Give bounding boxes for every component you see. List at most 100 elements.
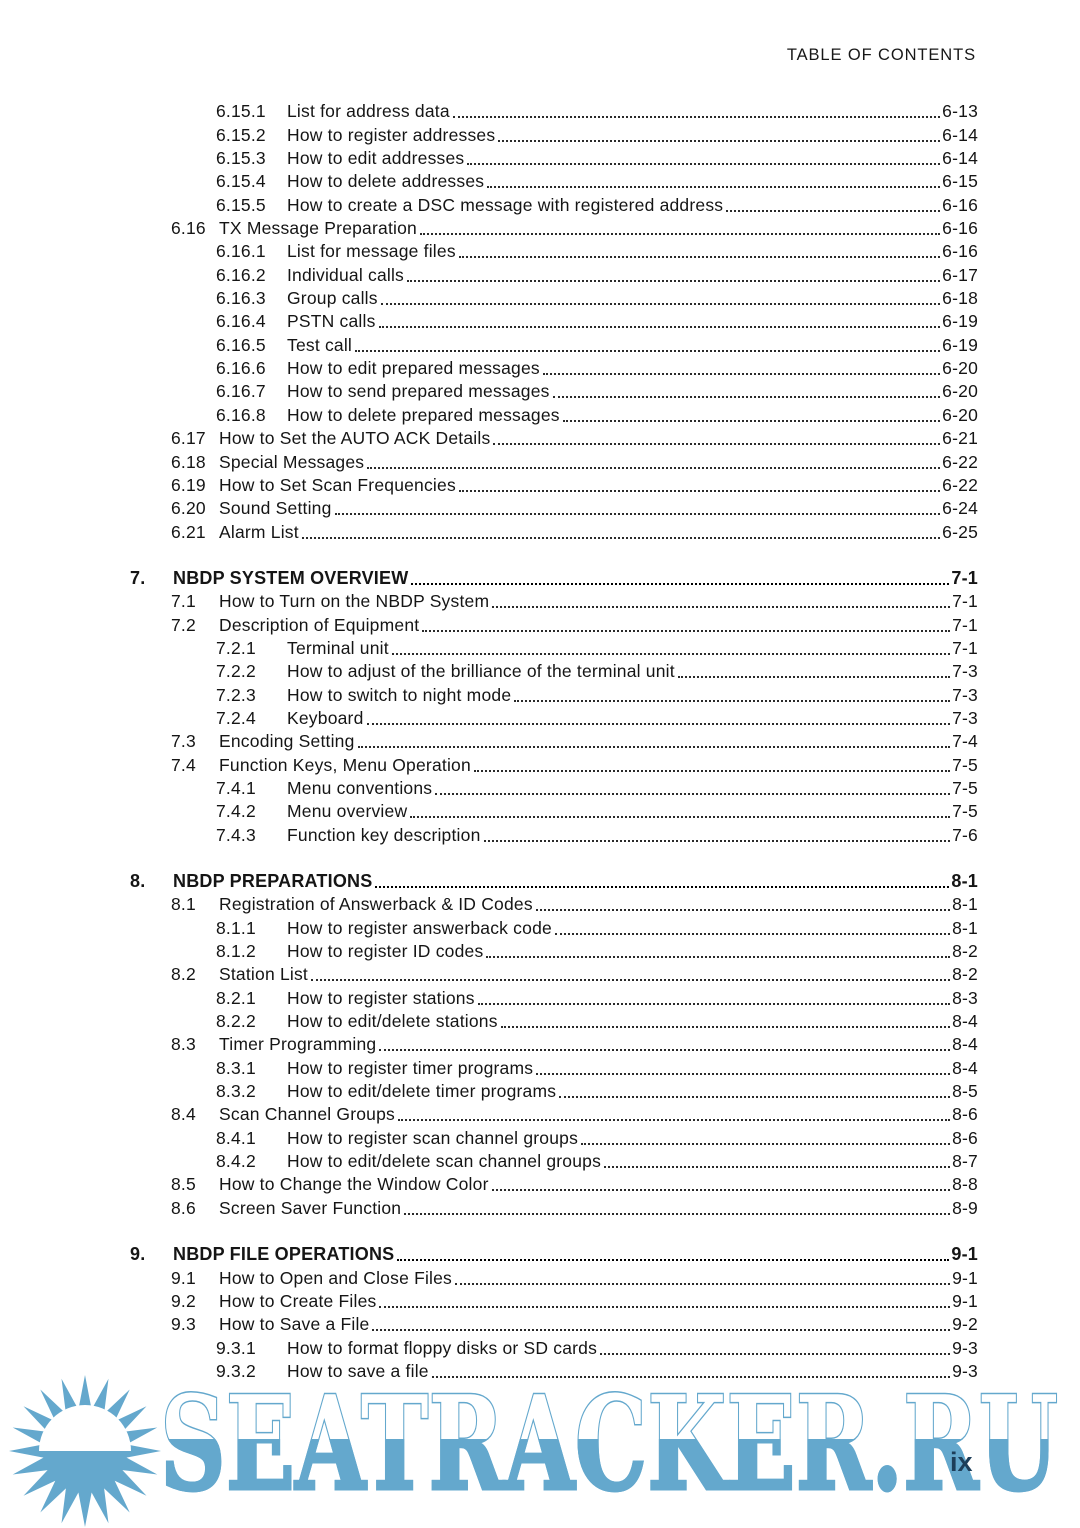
toc-entry-page: 7-6	[952, 824, 978, 845]
toc-dot-leader	[357, 746, 951, 749]
toc-chapter-row: 7. NBDP SYSTEM OVERVIEW 7-1	[130, 566, 978, 589]
toc-entry-number: 9.	[130, 1244, 146, 1265]
toc-entry-page: 8-6	[952, 1104, 978, 1125]
toc-entry-title: How to register ID codes	[287, 941, 484, 962]
toc-entry-title: Test call	[287, 334, 353, 355]
toc-entry-title: How to delete addresses	[287, 171, 485, 192]
toc-entry-row: 6.15.3 How to edit addresses 6-14	[130, 146, 978, 169]
toc-dot-leader	[467, 163, 941, 166]
toc-entry-number: 6.16.4	[216, 311, 266, 332]
toc-entry-number: 6.15.4	[216, 171, 266, 192]
toc-entry-row: 6.15.1 List for address data 6-13	[130, 99, 978, 122]
toc-entry-number: 6.16.8	[216, 404, 266, 425]
toc-entry-title: How to edit/delete stations	[287, 1011, 498, 1032]
toc-entry-number: 7.2.1	[216, 637, 256, 658]
toc-dot-leader	[452, 116, 941, 119]
toc-entry-page: 8-7	[952, 1151, 978, 1172]
toc-entry-number: 6.16	[171, 218, 206, 239]
toc-dot-leader	[473, 769, 951, 772]
toc-entry-row: 8.3.1 How to register timer programs 8-4	[130, 1055, 978, 1078]
toc-entry-row: 6.15.5 How to create a DSC message with r…	[130, 192, 978, 215]
toc-dot-leader	[458, 489, 941, 492]
toc-entry-row: 6.15.2 How to register addresses 6-14	[130, 122, 978, 145]
toc-entry-title: How to save a file	[287, 1360, 429, 1381]
toc-entry-number: 7.2.4	[216, 707, 256, 728]
toc-entry-number: 6.15.3	[216, 148, 266, 169]
toc-entry-number: 9.3	[171, 1314, 196, 1335]
toc-dot-leader	[487, 186, 941, 189]
toc-entry-title: Registration of Answerback & ID Codes	[219, 894, 533, 915]
toc-dot-leader	[334, 513, 941, 516]
toc-entry-title: Encoding Setting	[219, 731, 355, 752]
toc-dot-leader	[498, 139, 941, 142]
toc-entry-row: 8.3.2 How to edit/delete timer programs 8-…	[130, 1079, 978, 1102]
toc-entry-number: 6.17	[171, 428, 206, 449]
toc-entry-number: 6.16.3	[216, 288, 266, 309]
toc-entry-row: 7.2.2 How to adjust of the brilliance of …	[130, 659, 978, 682]
toc-entry-page: 9-2	[952, 1314, 978, 1335]
toc-entry-title: How to edit/delete scan channel groups	[287, 1151, 602, 1172]
toc-entry-page: 8-4	[952, 1011, 978, 1032]
toc-entry-page: 6-20	[942, 381, 978, 402]
toc-entry-row: 7.1 How to Turn on the NBDP System 7-1	[130, 589, 978, 612]
toc-entry-page: 8-1	[951, 871, 978, 891]
toc-entry-title: Special Messages	[219, 451, 365, 472]
toc-entry-row: 6.16.1 List for message files 6-16	[130, 239, 978, 262]
toc-dot-leader	[375, 886, 950, 888]
toc-entry-title: Group calls	[287, 288, 378, 309]
toc-dot-leader	[380, 303, 941, 306]
watermark-text: SEATRACKER.RU SEATRACKER.RU	[159, 1388, 1060, 1495]
toc-entry-number: 8.2.2	[216, 1011, 256, 1032]
toc-entry-page: 6-15	[942, 171, 978, 192]
toc-entry-title: List for message files	[287, 241, 456, 262]
toc-entry-row: 7.4.2 Menu overview 7-5	[130, 799, 978, 822]
sun-icon	[9, 1375, 161, 1527]
toc-entry-row: 7.4 Function Keys, Menu Operation 7-5	[130, 752, 978, 775]
toc-entry-title: How to adjust of the brilliance of the t…	[287, 661, 675, 682]
toc-entry-title: Screen Saver Function	[219, 1197, 402, 1218]
toc-entry-title: How to register addresses	[287, 124, 496, 145]
toc-entry-number: 7.2	[171, 614, 196, 635]
toc-entry-number: 6.16.7	[216, 381, 266, 402]
toc-entry-title: NBDP SYSTEM OVERVIEW	[173, 567, 409, 588]
toc-entry-page: 9-1	[952, 1290, 978, 1311]
toc-entry-row: 7.2.3 How to switch to night mode 7-3	[130, 682, 978, 705]
toc-entry-page: 6-16	[942, 194, 978, 215]
toc-entry-title: How to create a DSC message with registe…	[287, 194, 724, 215]
toc-dot-leader	[422, 629, 951, 632]
toc-dot-leader	[562, 419, 941, 422]
toc-entry-number: 8.3	[171, 1034, 196, 1055]
toc-dot-leader	[677, 676, 951, 679]
toc-entry-number: 8.1	[171, 894, 196, 915]
toc-entry-page: 6-16	[942, 241, 978, 262]
toc-entry-number: 8.4	[171, 1104, 196, 1125]
toc-entry-number: 6.20	[171, 498, 206, 519]
toc-dot-leader	[535, 909, 951, 912]
toc-entry-title: How to register stations	[287, 987, 475, 1008]
toc-dot-leader	[552, 396, 941, 399]
toc-entry-number: 8.6	[171, 1197, 196, 1218]
toc-entry-title: Individual calls	[287, 264, 405, 285]
toc-entry-number: 7.2.2	[216, 661, 256, 682]
toc-entry-row: 7.2.4 Keyboard 7-3	[130, 706, 978, 729]
toc-entry-page: 9-3	[952, 1337, 978, 1358]
toc-entry-row: 6.16.7 How to send prepared messages 6-20	[130, 379, 978, 402]
toc-entry-number: 8.4.1	[216, 1127, 256, 1148]
toc-entry-page: 6-14	[942, 124, 978, 145]
toc-entry-title: How to register answerback code	[287, 917, 552, 938]
toc-entry-number: 8.2.1	[216, 987, 256, 1008]
toc-entry-page: 6-13	[942, 101, 978, 122]
toc-entry-title: Station List	[219, 964, 308, 985]
toc-entry-number: 6.16.2	[216, 264, 266, 285]
toc-entry-row: 6.18 Special Messages 6-22	[130, 449, 978, 472]
toc-entry-title: Sound Setting	[219, 498, 332, 519]
toc-entry-page: 6-18	[942, 288, 978, 309]
toc-list: 6.15.1 List for address data 6-13 6.15.2 How…	[130, 99, 978, 1382]
toc-dot-leader	[554, 932, 951, 935]
toc-entry-title: How to send prepared messages	[287, 381, 550, 402]
toc-entry-title: How to register timer programs	[287, 1057, 534, 1078]
toc-entry-page: 8-8	[952, 1174, 978, 1195]
toc-entry-row: 7.2 Description of Equipment 7-1	[130, 612, 978, 635]
toc-entry-number: 6.16.1	[216, 241, 266, 262]
toc-dot-leader	[581, 1142, 951, 1145]
